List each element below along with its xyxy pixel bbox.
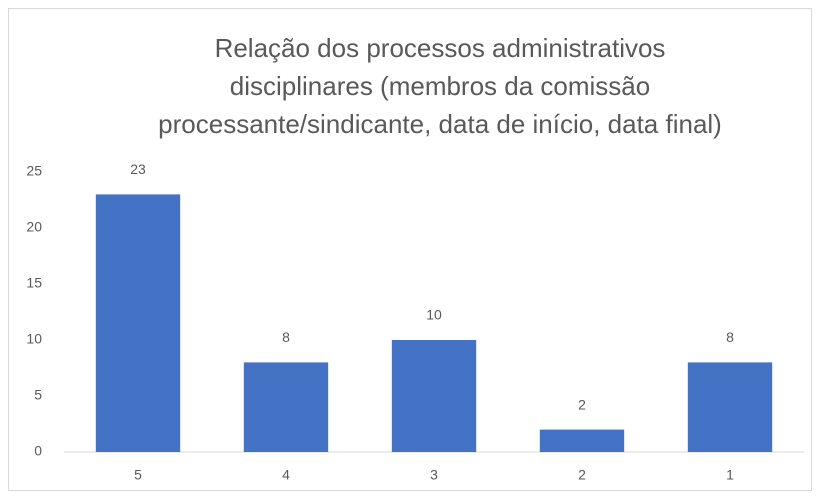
data-label: 2 [578,396,586,412]
y-tick-label: 5 [34,387,42,403]
bar [95,194,181,452]
chart-title: disciplinares (membros da comissão [230,71,650,101]
data-label: 8 [726,329,734,345]
bar [391,340,477,452]
chart-title: processante/sindicante, data de início, … [158,109,722,139]
x-tick-label: 5 [134,467,142,483]
x-tick-label: 4 [282,467,290,483]
y-tick-label: 25 [26,163,42,179]
data-label: 10 [426,307,442,323]
data-label: 23 [130,161,146,177]
x-tick-label: 1 [726,467,734,483]
bar [243,362,329,452]
chart-title: Relação dos processos administrativos [215,33,666,63]
x-tick-label: 2 [578,467,586,483]
data-label: 8 [282,329,290,345]
x-tick-label: 3 [430,467,438,483]
y-tick-label: 15 [26,275,42,291]
y-tick-label: 10 [26,331,42,347]
bar [687,362,773,452]
bar [539,429,625,452]
y-tick-label: 20 [26,219,42,235]
y-tick-label: 0 [34,443,42,459]
